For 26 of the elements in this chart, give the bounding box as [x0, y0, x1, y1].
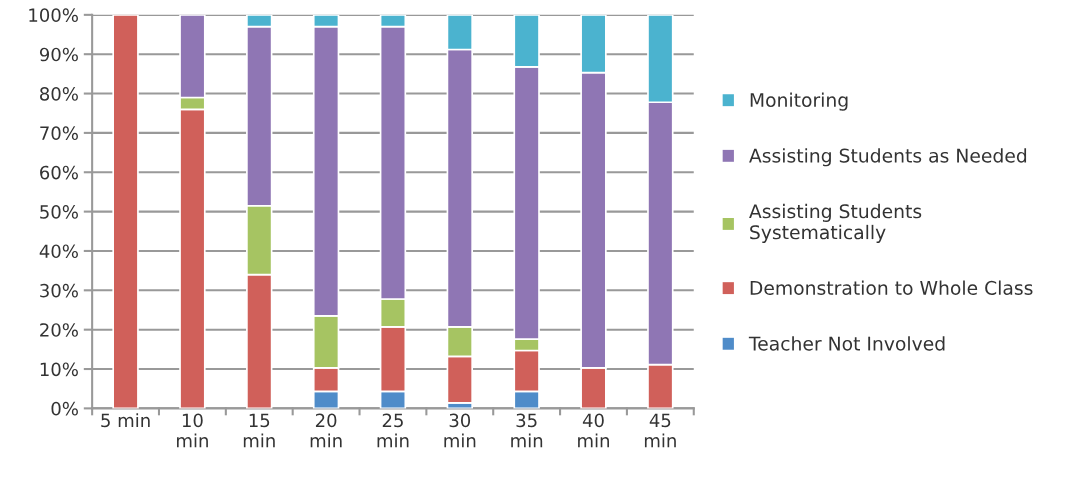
y-tick-label: 40%	[39, 244, 78, 259]
y-tick-label: 30%	[40, 283, 78, 298]
legend-label: Assisting Students as Needed	[749, 148, 1027, 167]
y-tick-label: 80%	[40, 87, 78, 101]
legend-label: Teacher Not Involved	[748, 336, 945, 351]
legend-label: Demonstration to Whole Class	[750, 280, 1033, 295]
x-tick-label: 15 min	[243, 413, 275, 448]
x-tick-label: 5 min	[101, 413, 150, 428]
y-tick-label: 60%	[40, 165, 78, 180]
y-tick-label: 20%	[40, 323, 78, 337]
x-tick-label: 30 min	[444, 413, 476, 448]
x-tick-label: 20 min	[310, 413, 342, 448]
legend-label: Monitoring	[750, 92, 848, 111]
x-tick-label: 25 min	[377, 413, 409, 448]
y-tick-label: 100%	[29, 8, 78, 22]
y-tick-label: 50%	[40, 205, 78, 219]
x-tick-label: 45 min	[644, 413, 676, 448]
y-tick-label: 0%	[51, 401, 78, 416]
bar	[112, 14, 139, 409]
y-tick-label: 70%	[40, 126, 78, 141]
x-tick-label: 40 min	[578, 413, 609, 448]
x-tick-label: 10 min	[177, 413, 208, 448]
y-tick-label: 10%	[40, 362, 78, 377]
y-tick-label: 90%	[39, 47, 78, 62]
legend-label: Assisting Students Systematically	[749, 203, 922, 243]
x-tick-label: 35 min	[511, 413, 543, 448]
